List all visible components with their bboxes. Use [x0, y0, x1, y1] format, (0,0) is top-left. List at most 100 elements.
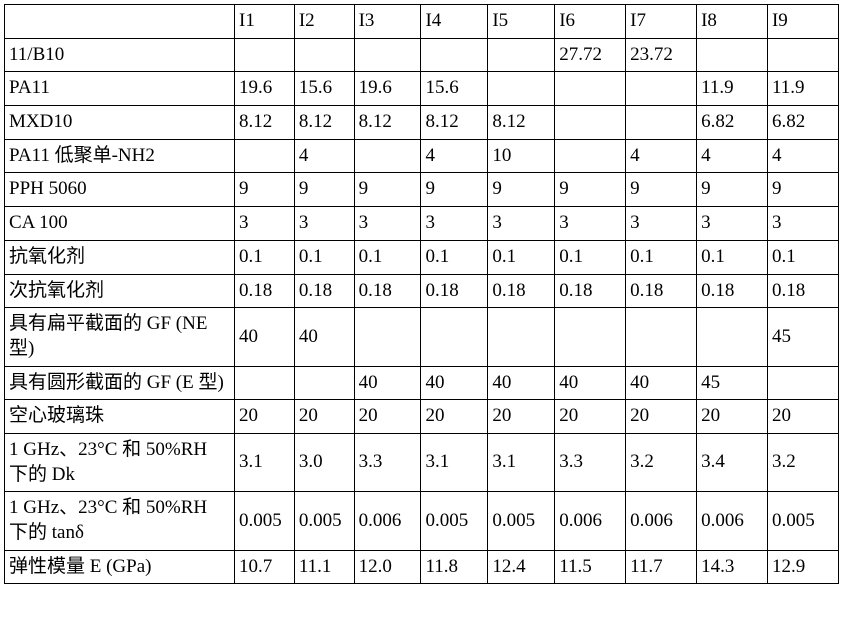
row-label: 抗氧化剂: [5, 240, 235, 274]
cell: 11.7: [626, 550, 697, 584]
cell: 20: [767, 400, 838, 434]
cell: [354, 139, 421, 173]
cell: [235, 38, 295, 72]
table-row: PA11 19.6 15.6 19.6 15.6 11.9 11.9: [5, 72, 839, 106]
row-label: CA 100: [5, 207, 235, 241]
col-header: I6: [555, 5, 626, 39]
cell: 0.1: [235, 240, 295, 274]
cell: [421, 38, 488, 72]
cell: 3: [626, 207, 697, 241]
cell: 0.1: [626, 240, 697, 274]
cell: 27.72: [555, 38, 626, 72]
cell: 10.7: [235, 550, 295, 584]
cell: 9: [421, 173, 488, 207]
table-row: MXD10 8.12 8.12 8.12 8.12 8.12 6.82 6.82: [5, 106, 839, 140]
cell: 8.12: [421, 106, 488, 140]
cell: 15.6: [421, 72, 488, 106]
cell: 0.005: [421, 492, 488, 550]
cell: 40: [488, 366, 555, 400]
cell: 3: [421, 207, 488, 241]
cell: 9: [294, 173, 354, 207]
col-header: I8: [697, 5, 768, 39]
cell: 0.18: [235, 274, 295, 308]
cell: 11.9: [767, 72, 838, 106]
cell: 8.12: [235, 106, 295, 140]
cell: 9: [235, 173, 295, 207]
row-label: 具有扁平截面的 GF (NE 型): [5, 308, 235, 366]
col-header: I9: [767, 5, 838, 39]
cell: 14.3: [697, 550, 768, 584]
table-row: 空心玻璃珠 20 20 20 20 20 20 20 20 20: [5, 400, 839, 434]
cell: 4: [767, 139, 838, 173]
cell: 20: [354, 400, 421, 434]
cell: 3: [235, 207, 295, 241]
cell: 3.0: [294, 433, 354, 491]
cell: 3.2: [767, 433, 838, 491]
cell: 0.1: [488, 240, 555, 274]
cell: 40: [235, 308, 295, 366]
cell: 0.1: [697, 240, 768, 274]
cell: [235, 366, 295, 400]
cell: [626, 308, 697, 366]
col-header: I1: [235, 5, 295, 39]
table-row: CA 100 3 3 3 3 3 3 3 3 3: [5, 207, 839, 241]
cell: 9: [488, 173, 555, 207]
cell: 45: [767, 308, 838, 366]
cell: [555, 139, 626, 173]
cell: 11.1: [294, 550, 354, 584]
col-header: I3: [354, 5, 421, 39]
table-row: 抗氧化剂 0.1 0.1 0.1 0.1 0.1 0.1 0.1 0.1 0.1: [5, 240, 839, 274]
cell: 11.9: [697, 72, 768, 106]
cell: [354, 308, 421, 366]
cell: [626, 106, 697, 140]
cell: [421, 308, 488, 366]
cell: 0.1: [294, 240, 354, 274]
cell: 4: [626, 139, 697, 173]
cell: 19.6: [235, 72, 295, 106]
cell: 0.18: [697, 274, 768, 308]
header-blank: [5, 5, 235, 39]
table-body: I1 I2 I3 I4 I5 I6 I7 I8 I9 11/B10 27.72 …: [5, 5, 839, 584]
table-row: 11/B10 27.72 23.72: [5, 38, 839, 72]
cell: 20: [294, 400, 354, 434]
row-label: MXD10: [5, 106, 235, 140]
cell: 11.5: [555, 550, 626, 584]
cell: 0.18: [555, 274, 626, 308]
cell: 3: [697, 207, 768, 241]
cell: 3.1: [235, 433, 295, 491]
cell: 3.3: [354, 433, 421, 491]
table-row: 1 GHz、23°C 和 50%RH 下的 Dk 3.1 3.0 3.3 3.1…: [5, 433, 839, 491]
col-header: I7: [626, 5, 697, 39]
cell: 20: [421, 400, 488, 434]
cell: [555, 308, 626, 366]
cell: [235, 139, 295, 173]
cell: 3: [555, 207, 626, 241]
cell: 0.005: [235, 492, 295, 550]
col-header: I5: [488, 5, 555, 39]
cell: 20: [626, 400, 697, 434]
row-label: PA11: [5, 72, 235, 106]
cell: 0.18: [626, 274, 697, 308]
cell: 9: [555, 173, 626, 207]
row-label: 次抗氧化剂: [5, 274, 235, 308]
row-label: 1 GHz、23°C 和 50%RH 下的 Dk: [5, 433, 235, 491]
cell: 3: [767, 207, 838, 241]
cell: 3.1: [488, 433, 555, 491]
table-row: PA11 低聚单-NH2 4 4 10 4 4 4: [5, 139, 839, 173]
cell: 3.1: [421, 433, 488, 491]
cell: 45: [697, 366, 768, 400]
cell: [555, 72, 626, 106]
cell: 0.006: [555, 492, 626, 550]
row-label: 弹性模量 E (GPa): [5, 550, 235, 584]
cell: 40: [354, 366, 421, 400]
cell: [767, 38, 838, 72]
table-row: 1 GHz、23°C 和 50%RH 下的 tanδ 0.005 0.005 0…: [5, 492, 839, 550]
cell: 40: [421, 366, 488, 400]
cell: [488, 38, 555, 72]
cell: 3.2: [626, 433, 697, 491]
row-label: PPH 5060: [5, 173, 235, 207]
col-header: I2: [294, 5, 354, 39]
cell: 20: [488, 400, 555, 434]
cell: 9: [767, 173, 838, 207]
cell: 3: [294, 207, 354, 241]
